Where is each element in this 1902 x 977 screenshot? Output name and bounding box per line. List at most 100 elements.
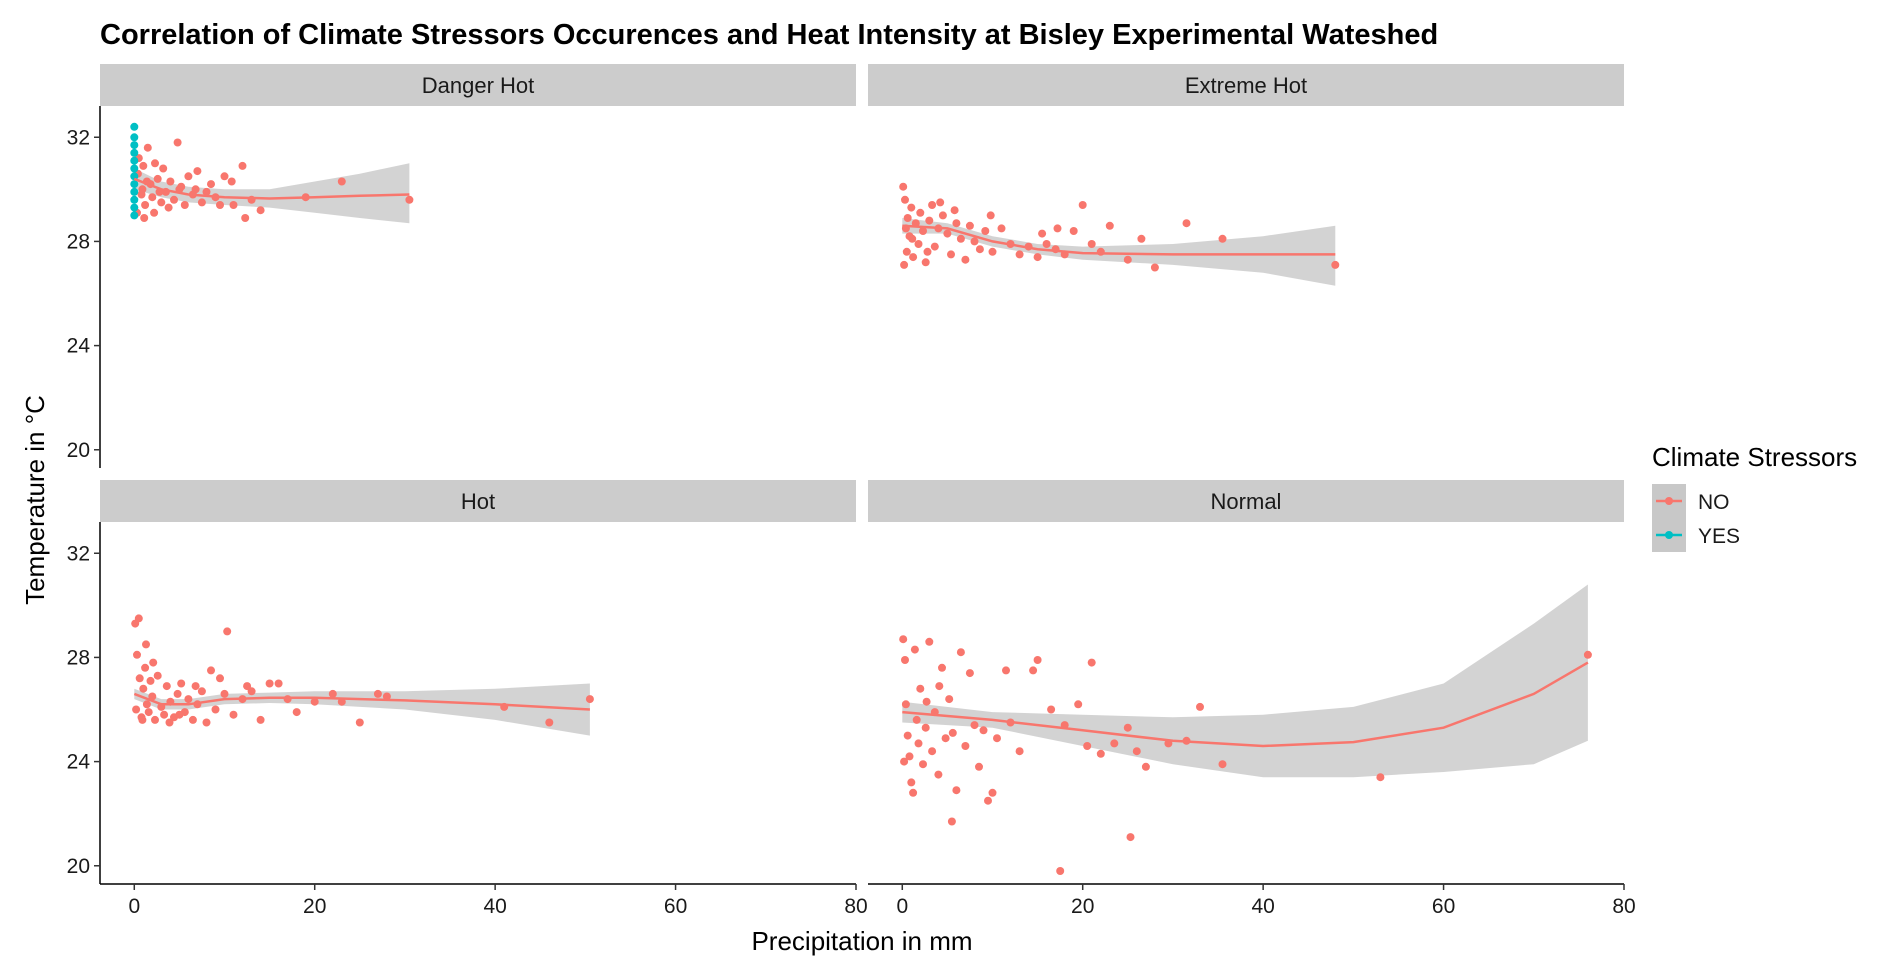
- data-point: [902, 247, 911, 256]
- x-axis-normal: 0 20 40 60 80: [868, 883, 1636, 918]
- confidence-band-normal: [902, 584, 1588, 778]
- data-point: [921, 258, 930, 267]
- data-point: [1331, 260, 1340, 269]
- legend-entry-no: NO: [1652, 484, 1730, 518]
- data-point: [1087, 240, 1096, 248]
- data-point: [1015, 747, 1024, 756]
- data-point: [585, 695, 594, 704]
- data-point: [914, 240, 923, 248]
- data-point: [916, 208, 925, 217]
- data-point: [1069, 227, 1078, 235]
- legend-label: NO: [1698, 491, 1730, 514]
- data-point: [948, 728, 957, 737]
- panel-extreme-hot: Extreme Hot: [868, 64, 1624, 286]
- data-point: [227, 177, 236, 186]
- data-point: [146, 676, 155, 685]
- strip-label-danger-hot: Danger Hot: [422, 73, 535, 98]
- data-point: [130, 203, 139, 212]
- strip-danger-hot: [100, 64, 856, 106]
- x-axes: 0 20 40 60 80 0 20 40 60 80: [100, 883, 1636, 918]
- data-point: [1110, 739, 1119, 748]
- x-tick-label: 60: [664, 895, 687, 918]
- data-point: [141, 201, 150, 209]
- data-point: [936, 198, 945, 207]
- data-point: [900, 260, 909, 269]
- x-tick-label: 60: [1432, 895, 1455, 918]
- data-point: [1053, 224, 1062, 233]
- data-point: [901, 700, 910, 709]
- data-point: [943, 229, 952, 238]
- data-point: [1141, 762, 1150, 771]
- data-point: [930, 242, 939, 251]
- data-point: [355, 718, 364, 727]
- y-tick-label: 32: [67, 542, 90, 565]
- data-point: [247, 687, 256, 696]
- data-point: [130, 187, 139, 196]
- data-point: [979, 726, 988, 735]
- data-point: [908, 234, 917, 243]
- data-point: [139, 161, 148, 170]
- x-tick-label: 20: [303, 895, 326, 918]
- data-point: [153, 671, 162, 680]
- data-point: [922, 697, 931, 706]
- data-point: [912, 715, 921, 724]
- y-tick-label: 28: [67, 646, 90, 669]
- data-point: [1033, 253, 1042, 262]
- data-point: [148, 193, 157, 202]
- data-point: [229, 710, 238, 719]
- data-point: [900, 757, 909, 766]
- data-point: [970, 237, 979, 246]
- data-point: [130, 164, 139, 173]
- data-point: [919, 760, 927, 769]
- smooth-line-normal: [902, 661, 1589, 748]
- data-point: [1123, 255, 1132, 264]
- data-point: [184, 695, 193, 704]
- data-point: [907, 203, 916, 212]
- data-point: [202, 187, 211, 196]
- data-point: [173, 138, 182, 147]
- data-point: [925, 637, 934, 646]
- data-point: [310, 697, 319, 706]
- data-point: [956, 648, 965, 657]
- y-axis-danger-hot: 20 24 28 32: [67, 106, 101, 468]
- legend-title: Climate Stressors: [1652, 442, 1857, 472]
- y-axis-title: Temperature in °C: [20, 395, 50, 605]
- data-point: [197, 198, 206, 207]
- data-point: [950, 206, 959, 215]
- data-point: [202, 718, 211, 727]
- y-tick-label: 24: [67, 751, 91, 774]
- data-point: [283, 695, 292, 704]
- data-point: [148, 692, 157, 701]
- data-point: [1029, 666, 1038, 675]
- data-point: [928, 201, 937, 209]
- smooth-line-extreme-hot: [902, 224, 1336, 256]
- data-point: [1105, 221, 1114, 230]
- y-tick-label: 24: [67, 335, 91, 358]
- data-point: [1002, 666, 1010, 675]
- data-point: [970, 721, 979, 730]
- data-point: [961, 742, 970, 750]
- data-point: [170, 195, 178, 204]
- data-point: [139, 684, 148, 693]
- data-point: [151, 159, 159, 168]
- y-axes: 20 24 28 32 20 24 28 32: [67, 106, 101, 884]
- data-point: [1218, 760, 1227, 769]
- data-point: [984, 796, 992, 805]
- data-point: [947, 817, 956, 826]
- data-point: [150, 208, 159, 217]
- data-point: [1583, 650, 1592, 659]
- legend-key-point: [1665, 531, 1673, 539]
- legend-label: YES: [1698, 525, 1740, 548]
- data-point: [223, 627, 232, 636]
- data-point: [177, 679, 186, 688]
- data-point: [130, 180, 139, 189]
- y-tick-label: 28: [67, 230, 90, 253]
- data-point: [1182, 219, 1191, 228]
- y-axis-hot: 20 24 28 32: [67, 522, 101, 884]
- data-point: [130, 211, 139, 220]
- data-point: [901, 195, 909, 204]
- series-no-hot: [131, 614, 594, 727]
- chart-title: Correlation of Climate Stressors Occuren…: [100, 19, 1438, 51]
- y-tick-label: 20: [67, 855, 90, 878]
- strip-label-hot: Hot: [461, 489, 495, 514]
